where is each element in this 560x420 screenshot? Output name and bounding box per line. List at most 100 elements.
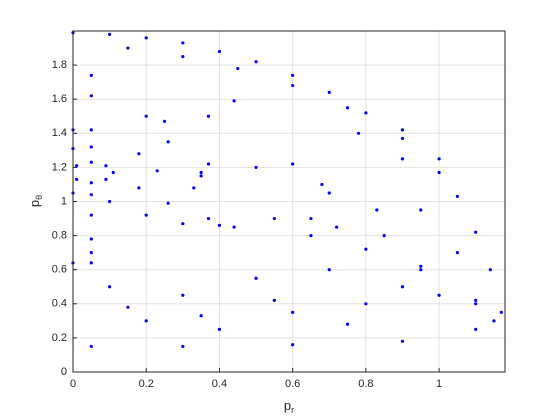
point: [400, 339, 405, 343]
point: [499, 310, 503, 314]
point: [320, 182, 324, 187]
point: [137, 186, 141, 190]
point: [206, 162, 211, 166]
point: [192, 186, 196, 190]
point: [137, 152, 141, 156]
x-tick-label: 0: [70, 378, 76, 390]
point: [437, 293, 441, 297]
point: [474, 327, 478, 331]
point: [217, 223, 222, 227]
point: [364, 111, 368, 115]
point: [206, 216, 211, 221]
point: [474, 230, 478, 234]
point: [89, 344, 93, 349]
point: [309, 216, 313, 221]
point: [144, 213, 148, 217]
y-axis-label: pθ: [27, 195, 44, 207]
point: [104, 177, 108, 181]
point: [327, 90, 331, 94]
y-tick-label: 1.8: [52, 59, 67, 71]
point: [181, 41, 185, 45]
point: [437, 170, 441, 175]
point: [291, 310, 295, 314]
point: [345, 106, 350, 110]
x-tick-label: 0.6: [285, 378, 300, 390]
plot-area: 0 0.2 0.4 0.6 0.8 1 0 0.2 0.4 0.6 0.8 1 1.2 1.4 1.6 1.8: [52, 30, 506, 390]
point: [334, 225, 339, 229]
point: [492, 319, 496, 323]
point: [291, 343, 295, 347]
x-axis-label: pr: [284, 398, 294, 415]
point: [89, 145, 93, 149]
y-tick-label: 1: [61, 195, 67, 207]
x-tick-label: 0.2: [139, 378, 154, 390]
point: [382, 234, 386, 238]
point: [75, 164, 79, 168]
point: [272, 216, 276, 221]
point: [126, 46, 130, 50]
point: [327, 268, 331, 272]
point: [455, 251, 460, 255]
y-tick-label: 0: [61, 366, 67, 378]
point: [89, 213, 93, 217]
point: [166, 140, 170, 144]
point: [217, 49, 222, 54]
point: [108, 32, 112, 37]
point: [89, 193, 93, 197]
point: [236, 66, 240, 71]
point: [89, 261, 93, 265]
point: [155, 169, 159, 173]
point: [364, 247, 368, 251]
point: [364, 302, 368, 306]
point: [474, 302, 478, 306]
point: [166, 201, 170, 205]
point: [181, 344, 185, 349]
point: [89, 160, 93, 164]
y-tick-label: 0.6: [52, 264, 67, 276]
y-tick-label: 1.6: [52, 93, 67, 105]
point: [488, 268, 492, 272]
axes-box: [72, 30, 506, 373]
y-label-base: p: [27, 200, 42, 207]
point: [419, 208, 423, 212]
point: [232, 225, 236, 229]
point: [254, 60, 258, 64]
point: [345, 322, 350, 326]
point: [474, 298, 478, 302]
point: [89, 237, 93, 241]
point: [104, 164, 108, 168]
x-tick-label: 1: [436, 378, 442, 390]
point: [89, 94, 93, 98]
point: [217, 327, 222, 331]
point: [291, 162, 295, 166]
point: [327, 191, 331, 195]
point: [455, 194, 460, 198]
point: [400, 285, 405, 289]
point: [291, 83, 295, 88]
point: [356, 131, 361, 135]
point: [75, 177, 79, 181]
point: [181, 222, 185, 226]
point: [206, 114, 211, 118]
point: [89, 181, 93, 185]
x-label-sub: r: [291, 405, 294, 415]
point: [254, 165, 258, 169]
point: [400, 128, 405, 132]
point: [419, 264, 423, 268]
point: [181, 293, 185, 297]
point: [199, 174, 203, 178]
point: [419, 268, 423, 272]
point: [162, 119, 167, 123]
y-tick-label: 0.8: [52, 230, 67, 242]
x-tick-label: 0.4: [212, 378, 227, 390]
point: [199, 314, 203, 318]
point: [232, 99, 236, 103]
y-label-sub: θ: [34, 195, 44, 200]
point: [108, 285, 112, 289]
point: [89, 128, 93, 132]
y-tick-label: 0.4: [52, 298, 67, 310]
x-label-base: p: [284, 398, 291, 413]
point: [400, 136, 405, 141]
point: [400, 157, 405, 161]
